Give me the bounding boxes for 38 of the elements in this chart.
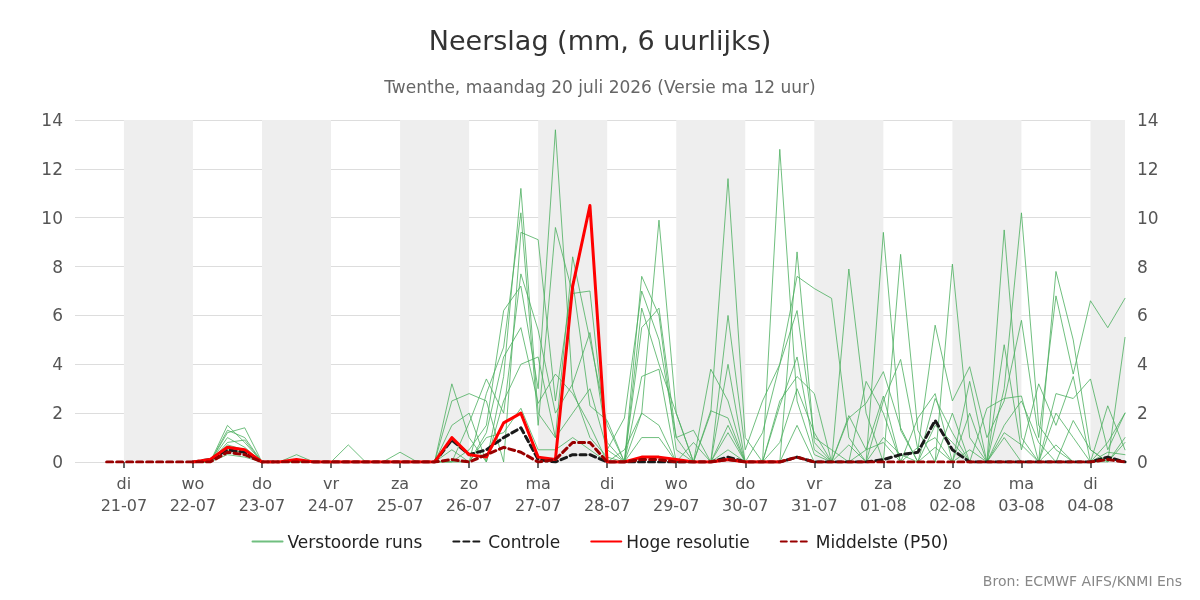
- y-tick-label: 10: [41, 207, 63, 228]
- y2-tick-label: 4: [1137, 354, 1148, 375]
- y2-tick-label: 0: [1137, 452, 1148, 472]
- x-tick-label: di 04-08: [1067, 473, 1114, 515]
- x-tick-label: vr 31-07: [791, 473, 838, 515]
- y2-tick-label: 12: [1137, 158, 1159, 179]
- y-tick-label: 12: [41, 158, 63, 179]
- x-tick-label: wo 22-07: [169, 473, 217, 515]
- y-tick-label: 6: [52, 305, 63, 326]
- y-tick-label: 2: [52, 403, 63, 424]
- y-tick-label: 0: [52, 452, 63, 472]
- y-tick-label: 4: [52, 354, 63, 375]
- y2-tick-label: 8: [1137, 256, 1148, 277]
- y-tick-label: 8: [52, 256, 63, 277]
- x-tick-label: di 21-07: [100, 473, 148, 515]
- x-tick-label: di 28-07: [583, 473, 631, 515]
- y2-tick-label: 10: [1137, 207, 1159, 228]
- x-tick-label: do 23-07: [238, 473, 286, 515]
- x-tick-label: wo 29-07: [652, 473, 700, 515]
- legend-label: Controle: [488, 531, 561, 552]
- y2-tick-label: 2: [1137, 403, 1148, 424]
- chart-title: Neerslag (mm, 6 uurlijks): [428, 25, 772, 56]
- x-tick-label: zo 26-07: [445, 473, 493, 515]
- legend-label: Hoge resolutie: [626, 531, 750, 552]
- x-tick-label: zo 02-08: [929, 473, 976, 515]
- x-tick-label: za 01-08: [860, 473, 907, 515]
- x-tick-label: za 25-07: [376, 473, 424, 515]
- y2-tick-label: 14: [1137, 110, 1159, 130]
- legend-label: Middelste (P50): [815, 531, 949, 552]
- y-tick-label: 14: [41, 110, 63, 130]
- chart-subtitle: Twenthe, maandag 20 juli 2026 (Versie ma 12 uur): [383, 76, 816, 97]
- x-tick-label: ma 03-08: [998, 473, 1045, 515]
- x-tick-label: do 30-07: [722, 473, 769, 515]
- x-tick-label: vr 24-07: [307, 473, 355, 515]
- text: Bron: ECMWF AIFS/KNMI Ens: [982, 573, 1183, 589]
- legend-label: Verstoorde runs: [287, 531, 423, 552]
- x-tick-label: ma 27-07: [514, 473, 562, 515]
- y2-tick-label: 6: [1137, 305, 1148, 326]
